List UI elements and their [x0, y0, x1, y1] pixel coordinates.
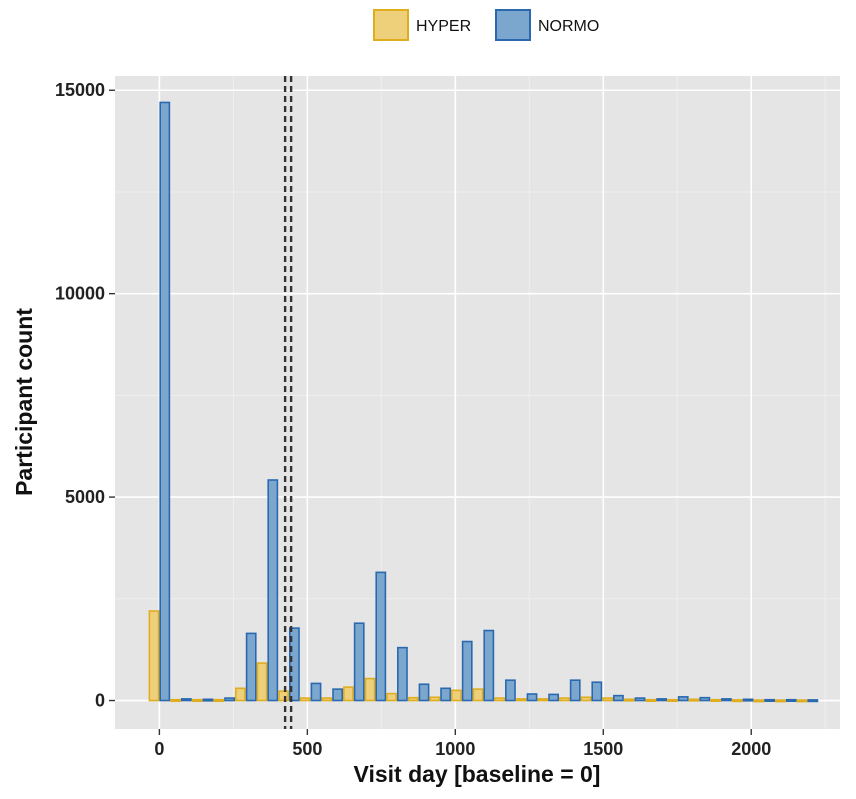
x-axis: 0 500 1000 1500 2000: [154, 729, 771, 759]
bar-normo-73: [180, 698, 192, 702]
bar-normo-1898: [721, 698, 732, 702]
bar-hyper-1679: [645, 698, 657, 703]
bar-normo-876: [418, 683, 430, 702]
bar-normo-1095: [483, 629, 495, 702]
bar-hyper-657: [343, 686, 354, 702]
y-tick-label: 0: [95, 691, 105, 711]
bar-normo-1971: [742, 698, 754, 702]
bar-hyper-511: [299, 697, 311, 702]
bar-normo-438: [288, 627, 300, 702]
x-tick-label: 1000: [435, 739, 475, 759]
bar-normo-1460: [591, 681, 603, 702]
bar-hyper-2044: [753, 699, 765, 703]
bar-normo-0: [159, 101, 171, 702]
bar-normo-365: [267, 479, 279, 702]
bar-normo-584: [332, 688, 344, 702]
bar-normo-219: [224, 697, 235, 702]
bar-hyper-1022: [451, 689, 462, 702]
y-tick-label: 5000: [65, 487, 105, 507]
x-tick-label: 500: [292, 739, 322, 759]
bar-normo-1241: [526, 693, 538, 702]
bar-hyper-73: [170, 698, 181, 703]
bar-hyper-1314: [537, 698, 549, 702]
y-axis: 0 5000 10000 15000: [55, 80, 115, 711]
bar-hyper-0: [148, 610, 160, 702]
bar-normo-1533: [613, 694, 624, 702]
bar-hyper-1095: [472, 688, 484, 702]
bar-hyper-1533: [602, 697, 614, 702]
bar-hyper-876: [407, 696, 419, 702]
bar-hyper-292: [234, 687, 246, 702]
reference-line-group: [283, 76, 293, 729]
bar-hyper-584: [321, 697, 333, 702]
bars: [148, 101, 819, 703]
legend-key-hyper: [373, 9, 409, 41]
bar-hyper-438: [278, 690, 290, 702]
legend: HYPER NORMO: [373, 9, 599, 41]
bar-hyper-1825: [688, 698, 700, 702]
bar-normo-292: [245, 632, 257, 702]
bar-normo-511: [310, 682, 322, 702]
bar-normo-730: [375, 571, 387, 702]
bar-normo-1387: [569, 679, 581, 702]
bar-normo-146: [202, 698, 214, 702]
bar-hyper-1241: [515, 698, 527, 702]
bar-normo-1606: [634, 697, 646, 702]
bar-normo-1022: [461, 640, 473, 702]
x-tick-label: 0: [154, 739, 164, 759]
bar-hyper-2190: [796, 699, 808, 703]
bar-hyper-803: [386, 692, 398, 702]
bar-hyper-2117: [775, 699, 786, 703]
bar-normo-1752: [677, 696, 689, 702]
x-tick-label: 1500: [583, 739, 623, 759]
bar-hyper-146: [191, 698, 203, 703]
bar-hyper-1606: [623, 698, 635, 702]
bar-hyper-949: [429, 696, 441, 702]
y-tick-label: 15000: [55, 80, 105, 100]
bar-hyper-1752: [667, 698, 678, 703]
bar-hyper-219: [213, 698, 225, 703]
bar-hyper-1971: [731, 699, 743, 703]
bar-normo-2044: [764, 698, 776, 703]
bar-hyper-365: [256, 662, 268, 702]
bar-normo-949: [440, 687, 452, 702]
plot-panel: [115, 76, 840, 729]
bar-normo-2117: [785, 698, 797, 703]
bar-normo-1168: [505, 679, 516, 702]
bar-normo-1314: [548, 693, 560, 702]
x-axis-title: Visit day [baseline = 0]: [354, 761, 601, 787]
legend-label-normo: NORMO: [538, 18, 599, 35]
bar-normo-803: [397, 646, 408, 702]
y-tick-label: 10000: [55, 284, 105, 304]
bar-hyper-730: [364, 677, 376, 702]
bar-normo-1825: [699, 696, 711, 702]
legend-key-normo: [495, 9, 531, 41]
bar-hyper-1387: [559, 697, 570, 702]
legend-label-hyper: HYPER: [416, 18, 471, 35]
bar-hyper-1168: [494, 697, 506, 702]
y-axis-title: Participant count: [11, 308, 37, 496]
bar-normo-657: [353, 622, 365, 702]
bar-normo-1679: [656, 698, 668, 702]
bar-hyper-1460: [580, 696, 592, 702]
bar-normo-2190: [807, 699, 819, 703]
bar-hyper-1898: [710, 698, 722, 703]
x-tick-label: 2000: [731, 739, 771, 759]
